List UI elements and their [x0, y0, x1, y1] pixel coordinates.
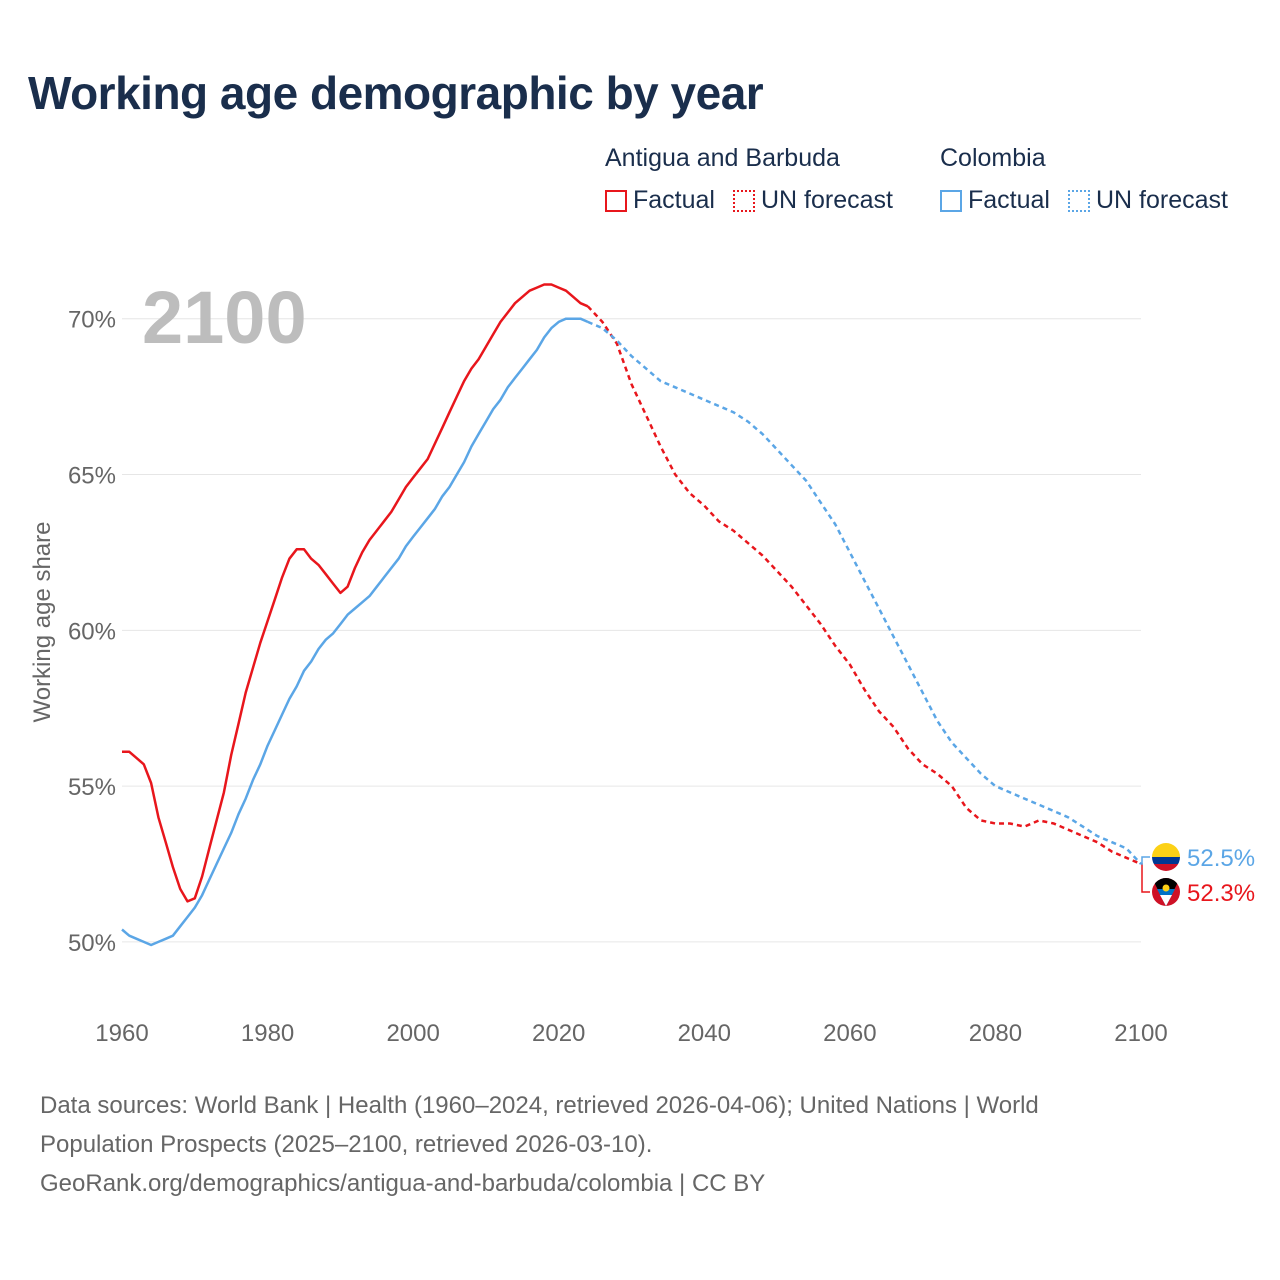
x-tick-label: 2040	[678, 1020, 731, 1047]
gridlines	[122, 318, 1141, 943]
x-tick-label: 2060	[823, 1020, 876, 1047]
y-axis-label: Working age share	[29, 522, 56, 723]
legend-item-forecast[interactable]: UN forecast	[1067, 186, 1228, 215]
source-line: Population Prospects (2025–2100, retriev…	[40, 1131, 653, 1158]
end-labels: 52.3% 52.5%	[1141, 845, 1255, 907]
legend-label: UN forecast	[1095, 186, 1228, 214]
y-tick-label: 70%	[68, 307, 116, 334]
end-label-connector	[1141, 863, 1150, 893]
line-chart: 2100 50% 55% 60% 65% 70% 1960 1980 2000 2020 204…	[29, 276, 1255, 1047]
legend-swatch-dotted	[1067, 189, 1090, 212]
legend-swatch-dotted	[732, 189, 755, 212]
end-value-label: 52.5%	[1187, 845, 1255, 872]
series-line-antigua-factual[interactable]	[122, 283, 589, 903]
legend-label: UN forecast	[760, 186, 893, 214]
x-tick-label: 1960	[95, 1020, 148, 1047]
flag-antigua	[1152, 878, 1180, 906]
legend-swatch-solid	[605, 189, 627, 212]
end-label-connector	[1141, 856, 1150, 865]
series-line-colombia-factual[interactable]	[121, 317, 589, 947]
x-tick-label: 2020	[532, 1020, 585, 1047]
x-tick-label: 2080	[969, 1020, 1022, 1047]
source-line: Data sources: World Bank | Health (1960–…	[40, 1092, 1039, 1119]
y-tick-label: 55%	[68, 774, 116, 801]
source-link[interactable]: GeoRank.org/demographics/antigua-and-bar…	[40, 1170, 766, 1197]
legend-group-antigua: Antigua and Barbuda Factual UN forecast	[605, 144, 911, 215]
y-tick-label: 50%	[68, 930, 116, 957]
series-line-antigua-forecast[interactable]	[586, 305, 1142, 866]
legend-group-label: Antigua and Barbuda	[605, 144, 840, 172]
y-axis: 50% 55% 60% 65% 70%	[68, 307, 116, 957]
legend-item-forecast[interactable]: UN forecast	[732, 186, 893, 215]
legend-group-label: Colombia	[940, 144, 1046, 172]
legend-label: Factual	[968, 186, 1050, 214]
y-tick-label: 60%	[68, 618, 116, 645]
data-source-note: Data sources: World Bank | Health (1960–…	[40, 1086, 1240, 1203]
flag-colombia	[1152, 843, 1180, 871]
x-tick-label: 2100	[1114, 1020, 1167, 1047]
x-tick-label: 1980	[241, 1020, 294, 1047]
y-tick-label: 65%	[68, 463, 116, 490]
legend-swatch-solid	[940, 189, 962, 212]
series-lines	[121, 283, 1142, 947]
legend-group-colombia: Colombia Factual UN forecast	[940, 144, 1246, 215]
chart-title: Working age demographic by year	[28, 67, 764, 119]
x-axis: 1960 1980 2000 2020 2040 2060 2080 2100	[95, 1020, 1167, 1047]
legend-item-factual[interactable]: Factual	[605, 186, 715, 215]
end-value-label: 52.3%	[1187, 880, 1255, 907]
x-tick-label: 2000	[386, 1020, 439, 1047]
year-watermark: 2100	[142, 276, 307, 359]
legend-item-factual[interactable]: Factual	[940, 186, 1050, 215]
series-line-colombia-forecast[interactable]	[587, 320, 1142, 865]
legend-label: Factual	[633, 186, 715, 214]
